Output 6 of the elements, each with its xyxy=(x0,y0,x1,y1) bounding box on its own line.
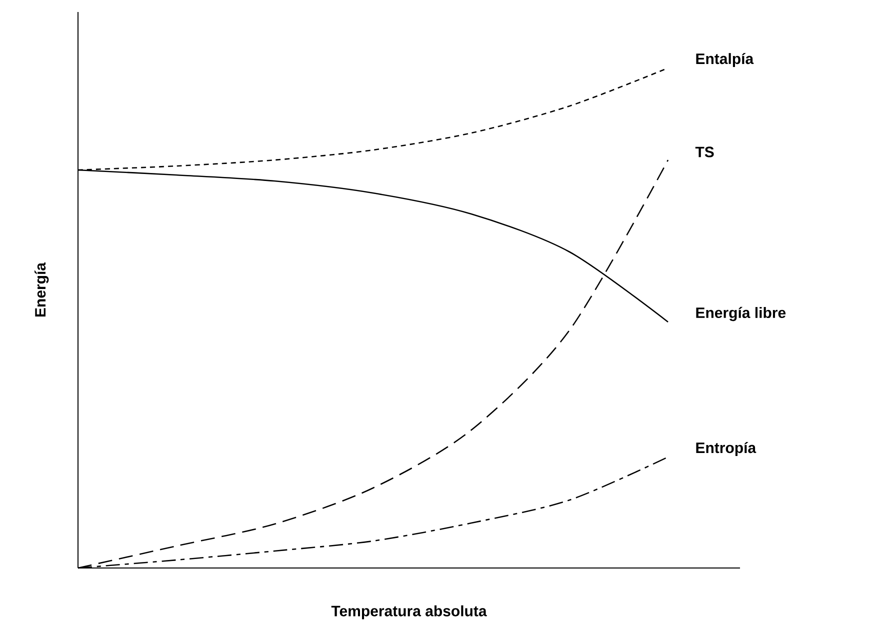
x-axis-title: Temperatura absoluta xyxy=(331,605,487,620)
y-axis-title: Energía xyxy=(34,262,49,317)
series-label: Energía libre xyxy=(696,306,786,322)
series-label: TS xyxy=(695,146,714,158)
series-label: Entalpía xyxy=(696,52,754,68)
series-label: Entropía xyxy=(696,442,756,456)
